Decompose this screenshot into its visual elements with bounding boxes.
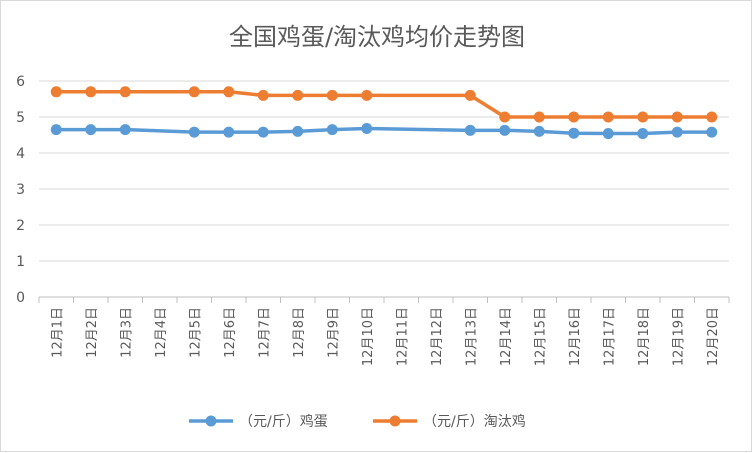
y-tick-label: 0 (16, 290, 25, 306)
data-point (361, 89, 373, 101)
x-tick-label: 12月14日 (499, 307, 514, 366)
x-tick-label: 12月13日 (464, 307, 479, 366)
x-tick-label: 12月20日 (706, 307, 721, 366)
data-point (326, 124, 338, 136)
data-point (706, 111, 718, 123)
data-point (568, 127, 580, 139)
x-tick-label: 12月2日 (85, 307, 100, 358)
data-point (85, 86, 97, 98)
data-point (50, 86, 62, 98)
data-point (223, 86, 235, 98)
data-point (223, 126, 235, 138)
legend-swatch-marker (205, 415, 217, 427)
x-tick-label: 12月10日 (361, 307, 376, 366)
data-point (671, 111, 683, 123)
legend: （元/斤）鸡蛋 （元/斤）淘汰鸡 (189, 413, 526, 430)
x-tick-label: 12月4日 (154, 307, 169, 358)
data-point (188, 126, 200, 138)
series-line (56, 90, 712, 119)
y-tick-label: 4 (16, 146, 25, 162)
x-tick-label: 12月6日 (223, 307, 238, 358)
data-point (533, 125, 545, 137)
data-point (257, 89, 269, 101)
data-point (85, 124, 97, 136)
data-point (602, 111, 614, 123)
legend-swatch-marker (389, 415, 401, 427)
x-tick-label: 12月19日 (671, 307, 686, 366)
x-tick-label: 12月5日 (188, 307, 203, 358)
y-tick-label: 3 (16, 182, 25, 198)
series-1 (50, 123, 718, 140)
data-point (637, 111, 649, 123)
x-axis: 12月1日 12月2日 12月3日 12月4日 12月5日 12月6日 12月7日 12月8日… (38, 297, 730, 366)
legend-item: （元/斤）鸡蛋 (189, 413, 328, 430)
x-tick-label: 12月7日 (257, 307, 272, 358)
x-tick-label: 12月18日 (637, 307, 652, 366)
data-point (361, 123, 373, 135)
y-axis: 0 1 2 3 4 5 6 (16, 74, 25, 306)
legend-label: （元/斤）淘汰鸡 (423, 413, 526, 430)
data-point (326, 89, 338, 101)
data-point (464, 124, 476, 136)
chart-title: 全国鸡蛋/淘汰鸡均价走势图 (229, 23, 525, 51)
data-point (292, 125, 304, 137)
data-point (602, 128, 614, 140)
data-point (533, 111, 545, 123)
x-tick-label: 12月9日 (326, 307, 341, 358)
y-tick-label: 6 (16, 74, 25, 90)
data-point (499, 124, 511, 136)
data-point (671, 126, 683, 138)
y-tick-label: 2 (16, 218, 25, 234)
legend-item: （元/斤）淘汰鸡 (373, 413, 526, 430)
y-tick-label: 5 (16, 110, 25, 126)
x-tick-label: 12月15日 (533, 307, 548, 366)
x-tick-label: 12月12日 (430, 307, 445, 366)
data-point (499, 111, 511, 123)
series-layer (50, 86, 718, 140)
x-tick-label: 12月1日 (50, 307, 65, 358)
data-point (119, 124, 131, 136)
x-tick-label: 12月17日 (602, 307, 617, 366)
x-tick-label: 12月3日 (119, 307, 134, 358)
data-point (706, 126, 718, 138)
data-point (188, 86, 200, 98)
data-point (292, 89, 304, 101)
x-tick-label: 12月16日 (568, 307, 583, 366)
x-tick-label: 12月11日 (395, 307, 410, 366)
x-tick-label: 12月8日 (292, 307, 307, 358)
gridlines (39, 80, 729, 298)
y-tick-label: 1 (16, 254, 25, 270)
legend-label: （元/斤）鸡蛋 (239, 413, 328, 430)
data-point (50, 124, 62, 136)
data-point (464, 89, 476, 101)
data-point (119, 86, 131, 98)
data-point (637, 128, 649, 140)
data-point (257, 126, 269, 138)
data-point (568, 111, 580, 123)
series-2 (50, 86, 718, 123)
